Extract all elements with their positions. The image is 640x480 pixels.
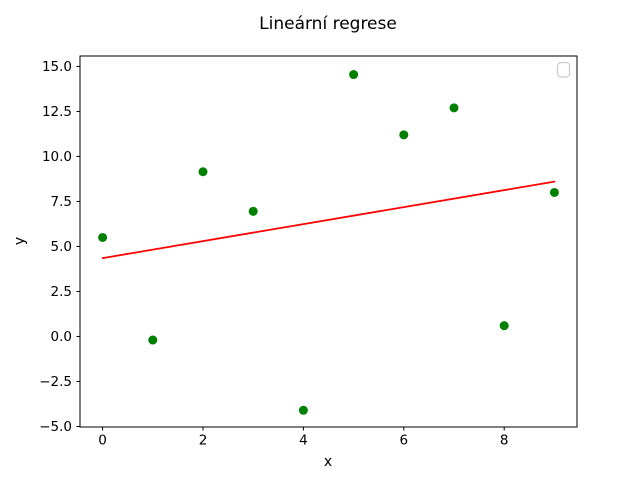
chart-title: Lineární regrese <box>259 14 397 34</box>
x-tick-label: 6 <box>400 433 409 449</box>
plot-area: 0 2 4 6 8 −5.0 −2.5 0.0 2.5 5.0 7.5 10.0 12.5 15.0 <box>39 55 578 449</box>
axes-frame <box>79 55 578 428</box>
x-tick-label: 0 <box>98 433 107 449</box>
data-point <box>549 187 559 197</box>
y-tick-label: 0.0 <box>51 329 72 345</box>
y-tick-label: 10.0 <box>42 149 72 165</box>
x-tick-label: 2 <box>199 433 208 449</box>
data-point <box>248 206 258 216</box>
data-point <box>148 335 158 345</box>
legend-box <box>556 61 571 78</box>
y-tick-label: −5.0 <box>39 419 72 435</box>
data-point <box>499 321 509 331</box>
y-tick-label: −2.5 <box>39 374 72 390</box>
y-tick-label: 2.5 <box>51 284 72 300</box>
y-tick-label: 12.5 <box>42 104 72 120</box>
y-tick-label: 7.5 <box>51 194 72 210</box>
regression-line <box>101 180 556 260</box>
data-point <box>198 167 208 177</box>
x-axis-label: x <box>324 454 332 470</box>
data-point <box>399 130 409 140</box>
data-point <box>98 232 108 242</box>
x-tick-label: 4 <box>299 433 308 449</box>
y-tick-label: 15.0 <box>42 59 72 75</box>
data-point <box>349 70 359 80</box>
y-tick-label: 5.0 <box>51 239 72 255</box>
data-point <box>449 103 459 113</box>
x-tick-label: 8 <box>500 433 509 449</box>
y-axis-label: y <box>12 237 28 245</box>
data-point <box>298 405 308 415</box>
